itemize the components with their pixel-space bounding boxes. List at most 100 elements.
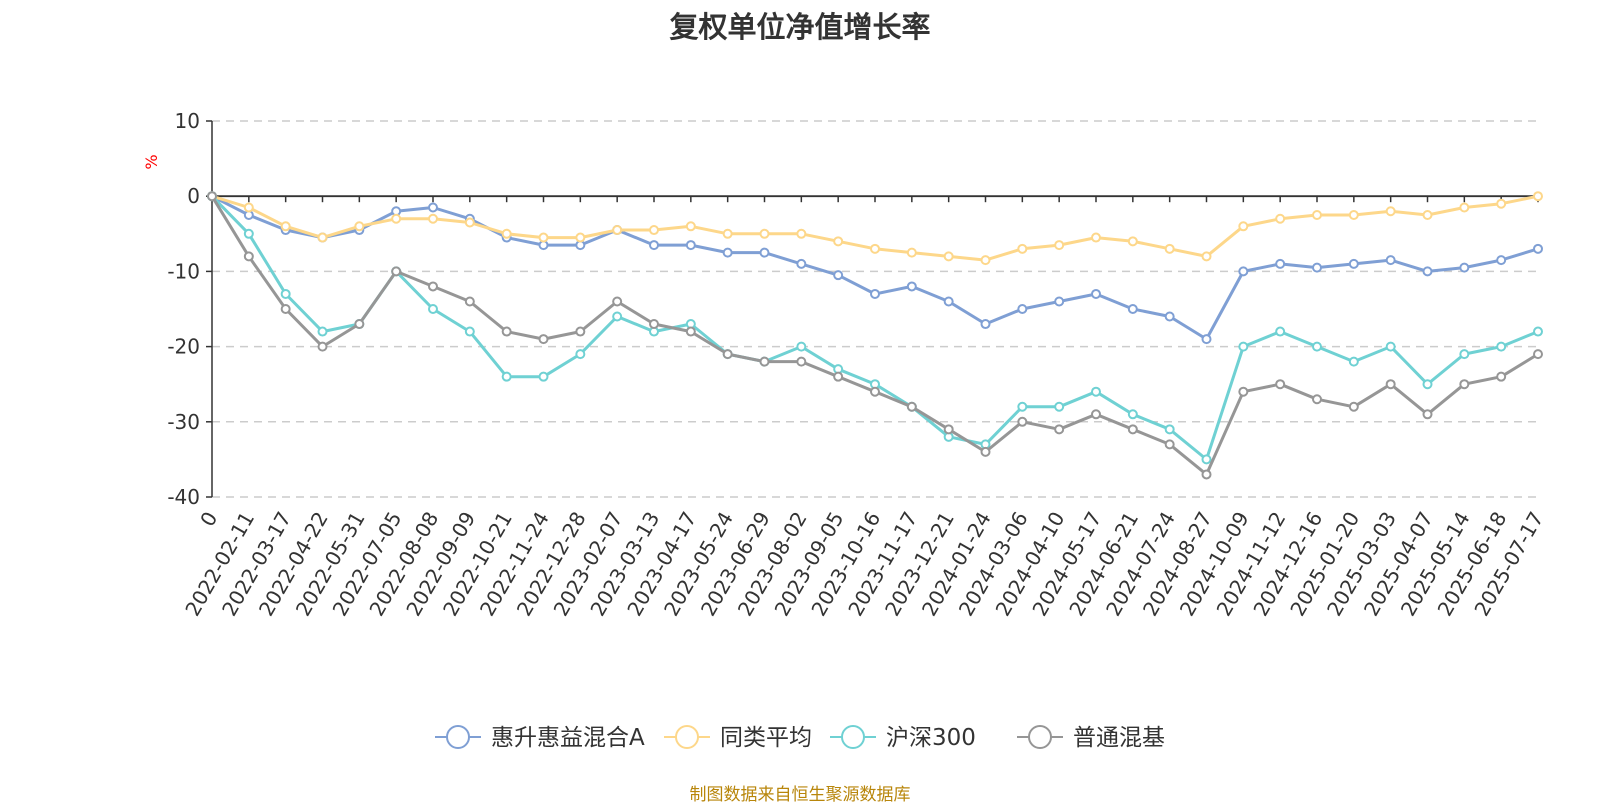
series-2: [207, 191, 1543, 465]
data-point: [1091, 386, 1101, 397]
data-point: [796, 356, 807, 367]
data-point: [354, 221, 365, 232]
data-point: [501, 228, 512, 239]
data-point: [1091, 232, 1101, 243]
series-0: [207, 191, 1543, 345]
y-tick-label: -30: [167, 410, 200, 434]
legend-label: 沪深300: [886, 725, 976, 751]
legend-label: 惠升惠益混合A: [491, 725, 645, 751]
legend-item: 惠升惠益混合A: [435, 725, 645, 751]
series-3: [207, 191, 1543, 480]
data-point: [612, 296, 623, 307]
axes: 100-10-20-30-40%02022-02-112022-03-17202…: [142, 109, 1548, 620]
data-point: [243, 202, 254, 213]
data-point: [1533, 326, 1543, 337]
data-point: [1201, 251, 1212, 262]
data-point: [1459, 349, 1470, 360]
y-tick-label: -40: [167, 485, 200, 509]
data-point: [796, 228, 807, 239]
legend-item: 普通混基: [1017, 725, 1165, 751]
data-point: [428, 304, 438, 314]
data-point: [1275, 379, 1286, 390]
line-chart: 100-10-20-30-40%02022-02-112022-03-17202…: [142, 109, 1548, 751]
data-point: [1164, 439, 1175, 450]
data-point: [1164, 311, 1175, 322]
data-point: [759, 356, 770, 367]
data-point: [538, 232, 549, 243]
data-point: [280, 221, 291, 232]
data-point: [391, 266, 402, 277]
data-point: [243, 228, 254, 239]
data-point: [1054, 240, 1065, 251]
data-point: [1017, 304, 1028, 314]
data-point: [1091, 409, 1101, 420]
gridlines: [212, 120, 1538, 498]
data-point: [391, 213, 402, 224]
data-point: [1201, 334, 1212, 345]
data-point: [1164, 243, 1175, 254]
legend-label: 普通混基: [1073, 725, 1165, 751]
data-point: [685, 240, 696, 251]
data-point: [1312, 210, 1322, 220]
data-point: [1422, 210, 1433, 220]
data-point: [1127, 409, 1138, 420]
data-point: [317, 326, 328, 337]
data-point: [575, 232, 586, 243]
data-point: [464, 296, 475, 307]
data-point: [1385, 206, 1396, 217]
data-point: [1312, 341, 1322, 352]
data-point: [1533, 191, 1543, 202]
data-point: [759, 247, 770, 258]
y-tick-label: -10: [167, 259, 200, 283]
y-tick-label: -20: [167, 335, 200, 359]
data-point: [428, 281, 438, 292]
data-point: [833, 270, 844, 281]
y-axis-label: %: [142, 154, 161, 169]
data-point: [207, 191, 217, 202]
data-point: [685, 326, 696, 337]
source-note: 制图数据来自恒生聚源数据库: [689, 785, 911, 805]
data-point: [575, 326, 586, 337]
data-point: [796, 341, 807, 352]
y-tick-label: 0: [187, 184, 200, 208]
data-point: [722, 228, 733, 239]
data-point: [538, 334, 549, 345]
data-point: [1312, 394, 1322, 405]
data-point: [428, 213, 438, 224]
data-point: [1127, 304, 1138, 314]
data-point: [1127, 236, 1138, 247]
legend-item: 沪深300: [830, 725, 976, 751]
legend-item: 同类平均: [664, 725, 812, 751]
data-point: [243, 251, 254, 262]
data-point: [649, 319, 659, 330]
data-point: [1496, 198, 1507, 209]
data-point: [538, 371, 549, 382]
data-point: [1054, 401, 1065, 412]
data-point: [1385, 379, 1396, 390]
data-point: [1017, 243, 1028, 254]
data-point: [980, 255, 991, 266]
series-lines: [207, 191, 1543, 480]
legend-marker-icon: [1028, 725, 1052, 749]
y-tick-label: 10: [175, 109, 200, 133]
data-point: [1275, 258, 1286, 269]
data-point: [759, 228, 770, 239]
data-point: [464, 326, 475, 337]
data-point: [1533, 243, 1543, 254]
series-1: [207, 191, 1543, 266]
data-point: [317, 232, 328, 243]
legend-marker-icon: [675, 725, 699, 749]
data-point: [1459, 262, 1470, 273]
data-point: [317, 341, 328, 352]
data-point: [1422, 409, 1433, 420]
chart-title: 复权单位净值增长率: [669, 10, 931, 44]
data-point: [1496, 371, 1507, 382]
data-point: [1201, 469, 1212, 480]
data-point: [612, 225, 623, 236]
data-point: [1201, 454, 1212, 465]
data-point: [1385, 341, 1396, 352]
data-point: [649, 225, 659, 236]
data-point: [980, 319, 991, 330]
data-point: [870, 386, 880, 397]
legend-marker-icon: [841, 725, 865, 749]
